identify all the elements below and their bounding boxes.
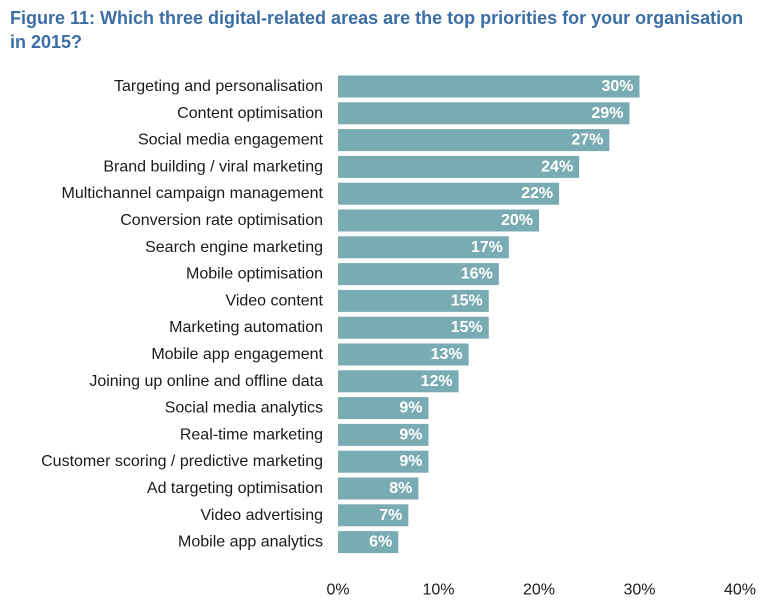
bar-value-label: 6% bbox=[369, 534, 392, 551]
category-label: Mobile app analytics bbox=[178, 534, 323, 551]
category-label: Multichannel campaign management bbox=[62, 185, 324, 202]
x-tick-label: 30% bbox=[623, 582, 655, 599]
bar bbox=[338, 343, 469, 366]
bar-value-label: 27% bbox=[571, 132, 603, 149]
bar bbox=[338, 236, 509, 259]
bar bbox=[338, 289, 489, 312]
bar bbox=[338, 450, 429, 473]
bar bbox=[338, 477, 419, 500]
bar-value-label: 30% bbox=[601, 78, 633, 95]
bar bbox=[338, 423, 429, 446]
category-label: Joining up online and offline data bbox=[89, 373, 323, 390]
category-label: Customer scoring / predictive marketing bbox=[41, 453, 323, 470]
category-label: Ad targeting optimisation bbox=[147, 480, 323, 497]
bar-value-label: 24% bbox=[541, 158, 573, 175]
category-label: Video advertising bbox=[201, 507, 323, 524]
category-label: Video content bbox=[225, 292, 323, 309]
bar-value-label: 17% bbox=[471, 239, 503, 256]
bar-value-label: 12% bbox=[421, 373, 453, 390]
bar-value-label: 9% bbox=[399, 400, 422, 417]
bar-value-label: 16% bbox=[461, 266, 493, 283]
chart-title: Figure 11: Which three digital-related a… bbox=[10, 8, 744, 52]
category-label: Targeting and personalisation bbox=[114, 78, 323, 95]
bar bbox=[338, 504, 409, 527]
x-tick-label: 0% bbox=[326, 582, 349, 599]
x-tick-label: 20% bbox=[523, 582, 555, 599]
bar bbox=[338, 209, 539, 232]
category-label: Mobile app engagement bbox=[151, 346, 323, 363]
category-label: Search engine marketing bbox=[145, 239, 323, 256]
bar-value-label: 9% bbox=[399, 426, 422, 443]
bar bbox=[338, 102, 630, 125]
bar-value-label: 29% bbox=[591, 105, 623, 122]
category-label: Social media analytics bbox=[165, 400, 323, 417]
category-label: Mobile optimisation bbox=[186, 266, 323, 283]
category-label: Real-time marketing bbox=[180, 426, 323, 443]
bar bbox=[338, 129, 610, 152]
bar-value-label: 22% bbox=[521, 185, 553, 202]
bar bbox=[338, 370, 459, 393]
category-label: Content optimisation bbox=[177, 105, 323, 122]
category-label: Conversion rate optimisation bbox=[120, 212, 323, 229]
x-tick-label: 10% bbox=[422, 582, 454, 599]
bar bbox=[338, 263, 499, 286]
bar-value-label: 8% bbox=[389, 480, 412, 497]
bar bbox=[338, 397, 429, 420]
bar-value-label: 15% bbox=[451, 292, 483, 309]
category-label: Social media engagement bbox=[138, 132, 324, 149]
bar bbox=[338, 155, 580, 178]
bar bbox=[338, 531, 399, 554]
bar-value-label: 13% bbox=[431, 346, 463, 363]
category-label: Marketing automation bbox=[169, 319, 323, 336]
bar-value-label: 9% bbox=[399, 453, 422, 470]
bar-value-label: 20% bbox=[501, 212, 533, 229]
bar bbox=[338, 75, 640, 98]
bar-value-label: 15% bbox=[451, 319, 483, 336]
bar-value-label: 7% bbox=[379, 507, 402, 524]
category-label: Brand building / viral marketing bbox=[103, 158, 323, 175]
bar bbox=[338, 316, 489, 339]
bar bbox=[338, 182, 560, 205]
x-tick-label: 40% bbox=[724, 582, 756, 599]
